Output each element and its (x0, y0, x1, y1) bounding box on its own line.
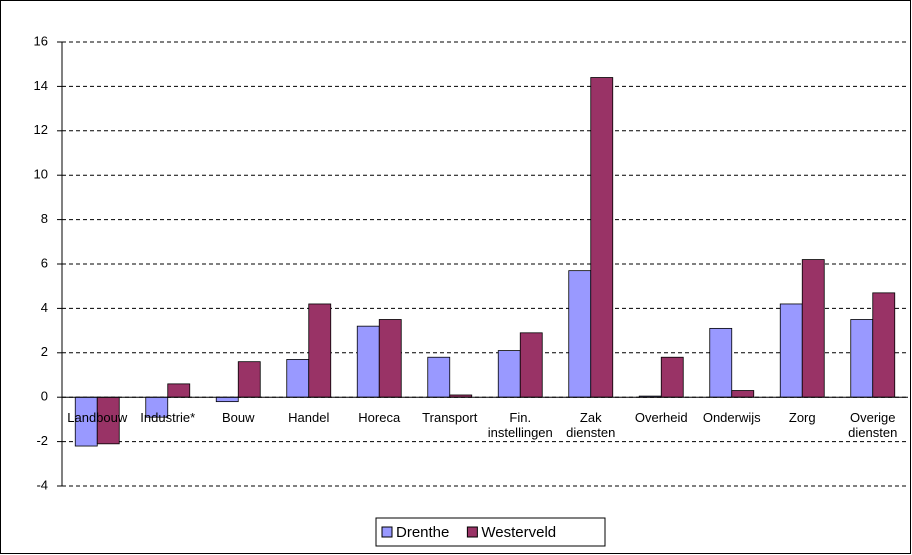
x-tick-label: Fin. instellingen (487, 410, 553, 441)
bar (378, 319, 402, 398)
bar (215, 396, 239, 403)
y-tick-label: 16 (34, 33, 48, 48)
bar (779, 303, 803, 398)
y-tick-label: 6 (41, 255, 48, 270)
x-tick-label: Bouw (221, 410, 255, 426)
x-tick-label: Overige diensten (848, 410, 898, 441)
bar (872, 292, 896, 398)
y-tick-label: -2 (36, 433, 48, 448)
bar (801, 259, 825, 398)
legend-box (375, 517, 606, 547)
y-tick-label: 8 (41, 211, 48, 226)
y-tick-label: 14 (34, 78, 48, 93)
bar (427, 356, 451, 398)
y-tick-label: 4 (41, 300, 48, 315)
bar (519, 332, 543, 398)
x-tick-label: Zak diensten (566, 410, 616, 441)
bar (568, 270, 592, 398)
y-tick-label: 10 (34, 167, 48, 182)
y-tick-label: 12 (34, 122, 48, 137)
x-tick-label: Industrie* (140, 410, 196, 426)
x-tick-label: Overheid (634, 410, 688, 426)
x-tick-label: Landbouw (67, 410, 128, 426)
legend-label: Westerveld (481, 524, 556, 541)
x-tick-label: Transport (422, 410, 478, 426)
legend-swatch (381, 526, 393, 538)
bar (731, 390, 755, 398)
bar (850, 319, 874, 398)
bar (308, 303, 332, 398)
y-tick-label: 2 (41, 344, 48, 359)
x-tick-label: Zorg (788, 410, 816, 426)
bar (286, 359, 310, 398)
x-tick-label: Horeca (358, 410, 401, 426)
bar (590, 77, 614, 398)
bar (660, 356, 684, 398)
y-tick-label: 0 (41, 389, 48, 404)
bar (356, 325, 380, 398)
bar (497, 350, 521, 398)
bar (237, 361, 261, 398)
x-tick-label: Handel (288, 410, 330, 426)
y-tick-label: -4 (36, 477, 48, 492)
legend-label: Drenthe (396, 524, 449, 541)
legend-swatch (466, 526, 478, 538)
x-tick-label: Onderwijs (702, 410, 761, 426)
bar (167, 383, 191, 398)
bar (709, 327, 733, 398)
